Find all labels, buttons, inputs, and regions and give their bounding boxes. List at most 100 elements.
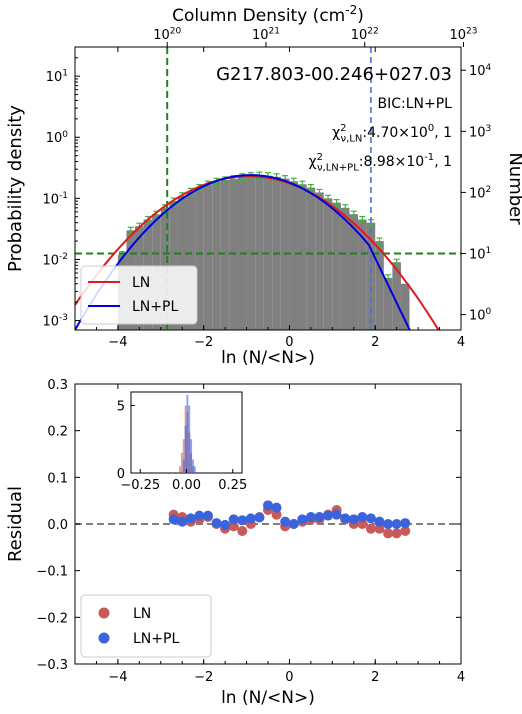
x-tick-label: 2 [371, 335, 379, 350]
right-tick-label: 101​ [469, 246, 491, 262]
inset-bar [184, 425, 187, 473]
legend-label: LN [133, 606, 151, 622]
annotation-chi2-ln: χ2ν,LN​:4.70×100​, 1 [332, 123, 452, 145]
x-tick-label: −4 [108, 335, 127, 350]
residual-point [365, 513, 376, 524]
annotation-bic: BIC:LN+PL [378, 96, 453, 112]
y-tick-label: 0.1 [47, 471, 68, 486]
histogram-bar [332, 202, 341, 330]
inset-bar [188, 405, 191, 473]
x-tick-label: 4 [457, 335, 465, 350]
residual-point [237, 526, 248, 536]
inset-bar [186, 394, 189, 473]
inset-x-tick-label: −0.25 [120, 478, 160, 493]
y-tick-label: 0.3 [47, 378, 68, 393]
residual-point [228, 514, 239, 525]
top-tick-label: 1021​ [252, 27, 280, 43]
annotation-chi2-lnpl: χ2ν,LN+PL​:8.98×10-1​, 1 [309, 152, 453, 174]
legend-marker [98, 632, 110, 644]
y-tick-label: 100​ [46, 130, 69, 146]
inset-y-tick-label: 0 [117, 467, 125, 482]
x-tick-label: 2 [371, 670, 379, 685]
y-tick-label: 10-1​ [42, 191, 68, 207]
residual-point [400, 526, 411, 536]
x-tick-label: −2 [194, 335, 213, 350]
residual-point [220, 519, 231, 530]
x-axis-label-bottom: ln (N/<N>) [221, 688, 315, 708]
x-tick-label: −2 [194, 670, 213, 685]
inset-bar [192, 459, 194, 473]
residual-point [374, 523, 385, 534]
histogram-bar [315, 192, 324, 330]
residual-point [237, 515, 248, 526]
ln-pl-fit-curve [75, 174, 411, 330]
x-tick-label: −4 [108, 670, 127, 685]
histogram-bar [246, 175, 256, 330]
inset-bar [182, 459, 185, 473]
x-tick-label: 4 [457, 670, 465, 685]
histogram-bar [358, 219, 367, 330]
inset-bar [190, 439, 193, 473]
residual-point [263, 500, 273, 511]
inset-bar [179, 466, 181, 473]
right-tick-label: 100​ [469, 307, 492, 323]
residual-point [245, 513, 256, 524]
ln-fit-curve [75, 175, 440, 330]
top-tick-label: 1023​ [449, 27, 477, 43]
y-tick-label: 0.0 [47, 518, 68, 533]
histogram-bar [366, 222, 376, 330]
residual-point [254, 512, 265, 523]
residual-point [202, 510, 213, 521]
residual-point [340, 513, 351, 524]
histogram-bar [340, 207, 350, 330]
right-axis-label: Number [505, 152, 522, 225]
residual-point [400, 518, 411, 529]
inset-x-tick-label: 0.00 [172, 478, 201, 493]
x-axis-label: ln (N/<N>) [221, 348, 315, 368]
residual-point [331, 509, 342, 520]
top-axis-label: Column Density (cm-2​) [172, 3, 364, 26]
residual-point [391, 528, 402, 539]
residual-point [305, 512, 316, 522]
histogram-bar [289, 181, 299, 330]
residual-axis-label: Residual [5, 486, 26, 562]
legend-label: LN+PL [133, 631, 179, 647]
legend-marker [98, 607, 110, 619]
y-tick-label: −0.2 [36, 611, 68, 626]
residual-point [357, 512, 368, 522]
residual-point [374, 516, 385, 527]
histogram-bar [349, 214, 359, 330]
residual-point [185, 513, 196, 524]
residual-point [357, 519, 368, 529]
y-tick-label: −0.1 [36, 565, 68, 580]
histogram-bar [298, 184, 307, 330]
histogram-bar [177, 195, 187, 330]
residual-point [271, 509, 282, 520]
histogram-bar [212, 181, 221, 330]
residual-point [177, 516, 188, 527]
top-legend [80, 265, 198, 325]
inset-bar [180, 452, 183, 473]
inset-bar [193, 466, 196, 473]
histogram-bar [392, 262, 401, 330]
residual-point [228, 521, 239, 532]
residual-point [194, 510, 205, 521]
residual-point [383, 519, 394, 529]
y-tick-label: 10-2​ [42, 252, 68, 268]
residual-point [211, 518, 222, 529]
residual-point [168, 514, 179, 525]
inset-y-tick-label: 5 [117, 400, 125, 415]
y-tick-label: 101​ [46, 69, 68, 85]
y-tick-label: 0.2 [47, 425, 68, 440]
inset-x-tick-label: 0.25 [218, 478, 247, 493]
histogram-bar [220, 179, 230, 330]
bottom-legend [80, 594, 212, 658]
histogram-bar [306, 187, 316, 330]
histogram-bar [203, 184, 213, 330]
histogram-bar [195, 187, 204, 330]
histogram-bar [375, 241, 384, 330]
legend-label: LN [132, 275, 150, 291]
y-axis-label: Probability density [5, 105, 26, 272]
residual-point [323, 510, 334, 521]
